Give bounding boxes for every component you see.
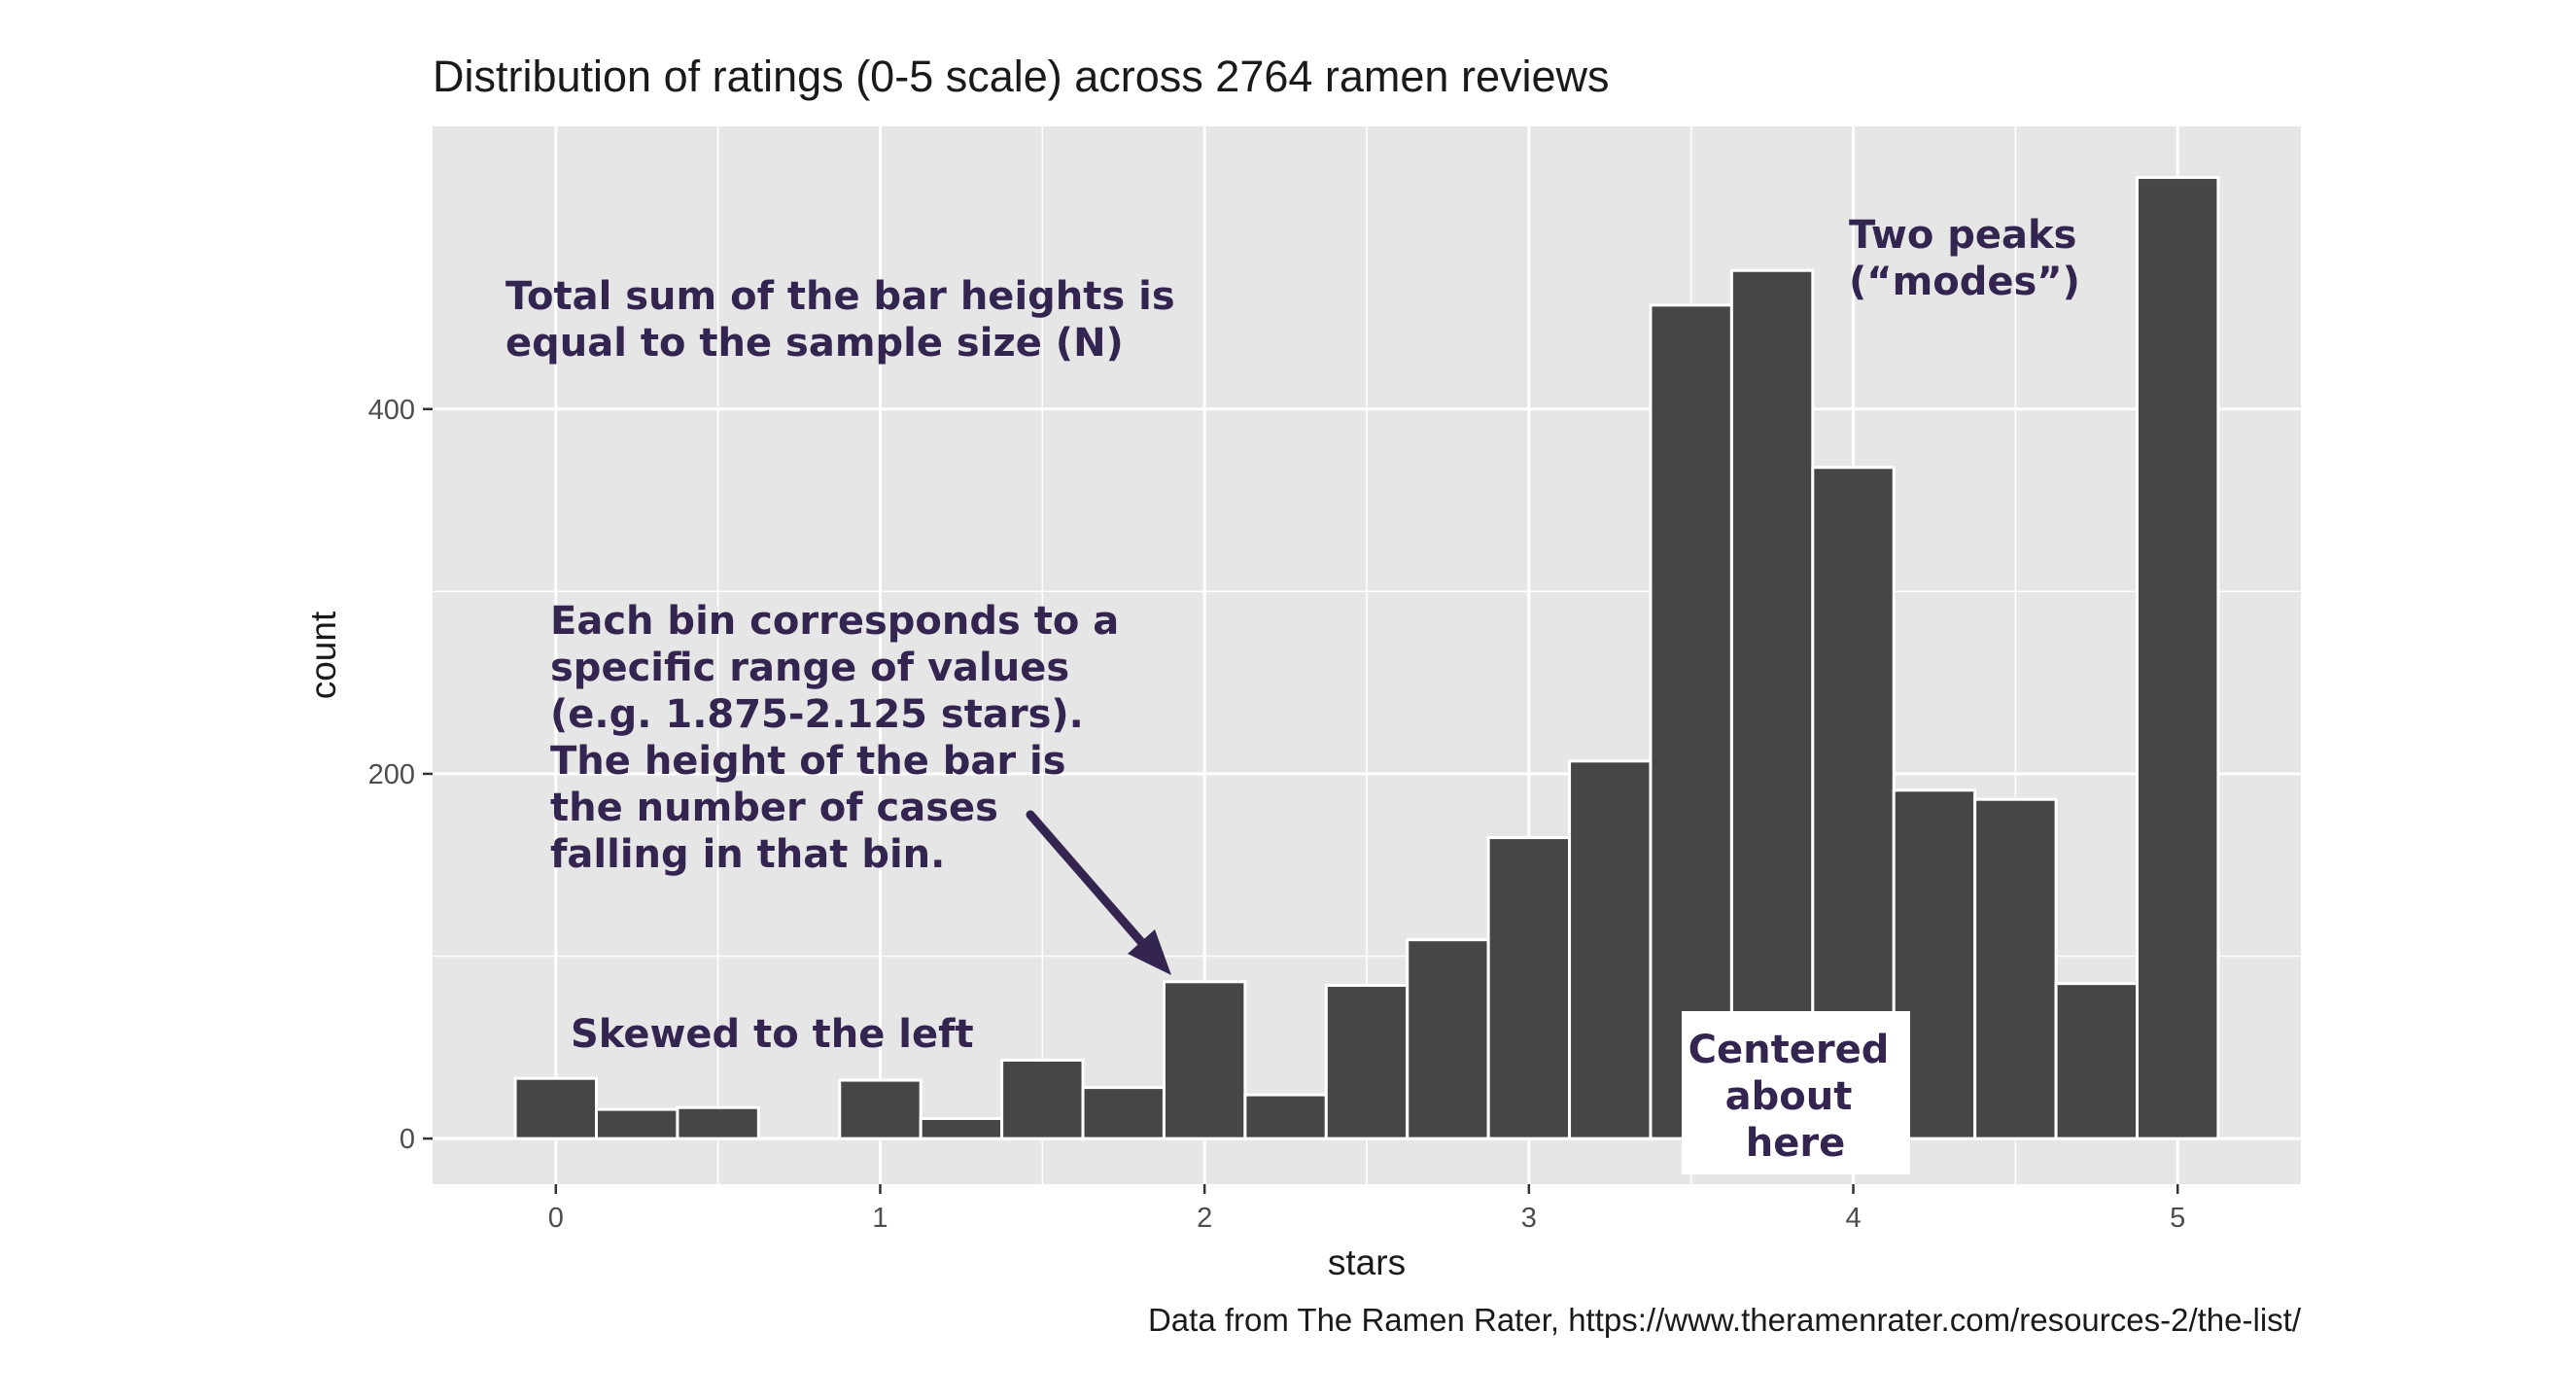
y-axis: 0 200 400 bbox=[368, 395, 433, 1155]
arrow-head bbox=[1128, 929, 1171, 975]
histogram-bar bbox=[595, 1107, 679, 1140]
annotation-peaks: Two peaks (“modes”) bbox=[1849, 213, 2090, 304]
histogram-bar bbox=[1000, 1058, 1085, 1140]
center-label-box bbox=[1682, 1011, 1910, 1174]
chart-title: Distribution of ratings (0-5 scale) acro… bbox=[433, 52, 1610, 101]
x-axis-title: stars bbox=[1328, 1242, 1406, 1282]
y-tick-label: 400 bbox=[368, 395, 415, 426]
histogram-bar bbox=[1649, 303, 1733, 1140]
annotation-center: Centered about here bbox=[1688, 1028, 1903, 1166]
x-tick-label: 0 bbox=[548, 1203, 564, 1234]
y-tick-label: 200 bbox=[368, 759, 415, 790]
histogram-bar bbox=[1162, 980, 1247, 1140]
arrow-shaft bbox=[1026, 810, 1147, 948]
histogram-bar bbox=[1243, 1093, 1328, 1140]
y-tick-label: 0 bbox=[400, 1124, 415, 1155]
annotation-skew: Skewed to the left bbox=[571, 1012, 974, 1057]
histogram-bar bbox=[1486, 836, 1572, 1140]
histogram-bar bbox=[2135, 176, 2220, 1140]
x-tick-label: 4 bbox=[1845, 1203, 1861, 1234]
histogram-bar bbox=[1973, 797, 2058, 1140]
histogram-bar bbox=[513, 1076, 599, 1140]
x-tick-label: 1 bbox=[872, 1203, 888, 1234]
histogram-bar bbox=[838, 1078, 922, 1140]
histogram-bar bbox=[2054, 982, 2139, 1140]
data-source-caption: Data from The Ramen Rater, https://www.t… bbox=[1148, 1302, 2302, 1338]
x-axis: 0 1 2 3 4 5 bbox=[548, 1184, 2185, 1234]
histogram-bar bbox=[1406, 938, 1490, 1140]
histogram-bar bbox=[1729, 268, 1815, 1140]
histogram-bar bbox=[919, 1116, 1004, 1140]
histogram-bar bbox=[1081, 1086, 1166, 1140]
annotation-sum: Total sum of the bar heights is equal to… bbox=[505, 274, 1189, 366]
histogram-bar bbox=[1324, 984, 1410, 1140]
arrow bbox=[1026, 810, 1171, 975]
y-axis-title: count bbox=[303, 611, 343, 699]
x-tick-label: 2 bbox=[1197, 1203, 1212, 1234]
x-tick-label: 3 bbox=[1521, 1203, 1537, 1234]
histogram-bar bbox=[1568, 759, 1653, 1140]
annotations: Total sum of the bar heights is equal to… bbox=[505, 213, 2090, 1174]
annotation-bin: Each bin corresponds to a specific range… bbox=[550, 599, 1132, 877]
histogram-bar bbox=[676, 1105, 760, 1140]
x-tick-label: 5 bbox=[2170, 1203, 2185, 1234]
